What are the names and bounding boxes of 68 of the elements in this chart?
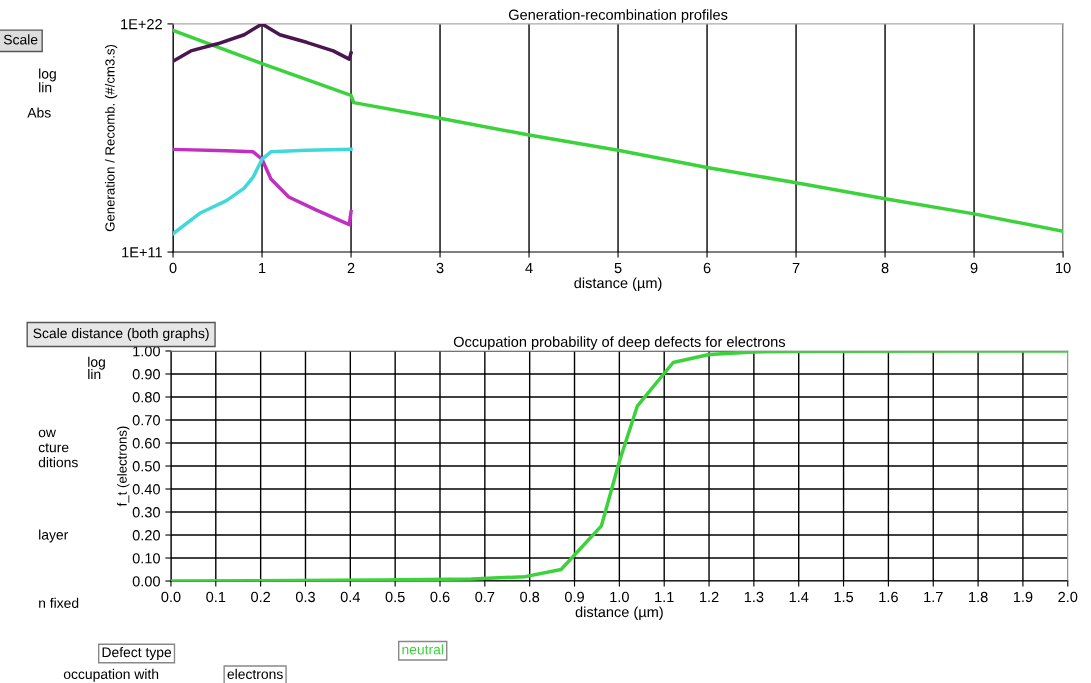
x-tick-label: 1.5 — [834, 591, 854, 603]
x-tick-label: 7 — [792, 262, 800, 274]
x-tick-label: 0.1 — [206, 591, 226, 603]
x-tick-label: 1.1 — [655, 591, 674, 603]
x-tick-label: 1.4 — [789, 591, 809, 603]
y-tick-label: 0.40 — [132, 484, 160, 495]
x-tick-label: 2 — [347, 262, 355, 274]
x-tick-label: 0.6 — [430, 591, 450, 603]
text: log — [88, 356, 105, 370]
x-tick-label: 0.8 — [520, 591, 540, 603]
x-tick-label: 3 — [436, 262, 444, 274]
x-tick-label: 0.9 — [564, 591, 584, 603]
y-tick-label: 1E+11 — [122, 247, 162, 258]
x-tick-label: 2.0 — [1058, 591, 1078, 603]
y-tick-label: 0.60 — [132, 438, 160, 449]
x-tick-label: 0.3 — [295, 591, 315, 603]
text: Scale — [3, 34, 38, 45]
y-tick-label: 0.20 — [132, 530, 160, 541]
line-series — [173, 23, 353, 63]
x-tick-label: 6 — [703, 262, 711, 274]
text: Scale distance (both graphs) — [33, 328, 209, 341]
x-tick-label: 1.8 — [969, 591, 988, 603]
x-tick-label: 1.9 — [1013, 591, 1033, 603]
x-tick-label: 10 — [1056, 262, 1071, 274]
text: Defect type — [102, 647, 172, 660]
text: occupation with — [63, 668, 159, 682]
x-axis-title: distance (µm) — [575, 606, 663, 621]
y-tick-label: 0.00 — [132, 576, 160, 587]
x-tick-label: 9 — [970, 262, 978, 274]
text: log — [39, 68, 56, 82]
text: layer — [39, 529, 69, 543]
text: ditions — [38, 457, 78, 468]
x-tick-label: 1.6 — [879, 591, 898, 603]
y-tick-label: 0.70 — [132, 415, 160, 426]
x-tick-label: 4 — [525, 262, 533, 274]
chart-title: Occupation probability of deep defects for electrons — [453, 336, 786, 350]
y-tick-label: 0.30 — [132, 507, 160, 518]
x-tick-label: 8 — [881, 262, 889, 274]
x-tick-label: 5 — [614, 262, 622, 274]
y-tick-label: 0.10 — [132, 553, 160, 564]
text: neutral — [402, 644, 444, 655]
text: n fixed — [39, 597, 79, 609]
x-tick-label: 0.5 — [385, 591, 405, 603]
line-series — [173, 28, 1064, 234]
y-tick-label: 0.90 — [132, 369, 160, 380]
text: Abs — [27, 107, 51, 118]
x-tick-label: 1.2 — [700, 591, 719, 603]
y-tick-label: 0.80 — [132, 392, 160, 403]
text: lin — [88, 369, 101, 380]
y-tick-label: 0.50 — [132, 461, 160, 472]
x-tick-label: 0 — [169, 262, 177, 274]
x-tick-label: 0.0 — [161, 591, 181, 603]
y-axis-title: Generation / Recomb. (#/cm3.s) — [104, 44, 118, 232]
x-tick-label: 0.7 — [475, 591, 495, 603]
x-tick-label: 1.0 — [610, 591, 629, 603]
y-tick-label: 1E+22 — [121, 19, 162, 30]
y-axis-title: f_t (electrons) — [117, 426, 130, 507]
text: cture — [38, 443, 69, 453]
text: electrons — [227, 668, 283, 680]
text: lin — [39, 82, 52, 93]
text: ow — [38, 429, 56, 438]
x-tick-label: 1.3 — [744, 591, 764, 603]
x-tick-label: 0.2 — [251, 591, 271, 603]
x-axis-title: distance (µm) — [574, 277, 662, 292]
x-tick-label: 1.7 — [924, 591, 943, 603]
x-tick-label: 0.4 — [340, 591, 361, 603]
x-tick-label: 1 — [259, 262, 266, 274]
chart-title: Generation-recombination profiles — [508, 9, 728, 23]
